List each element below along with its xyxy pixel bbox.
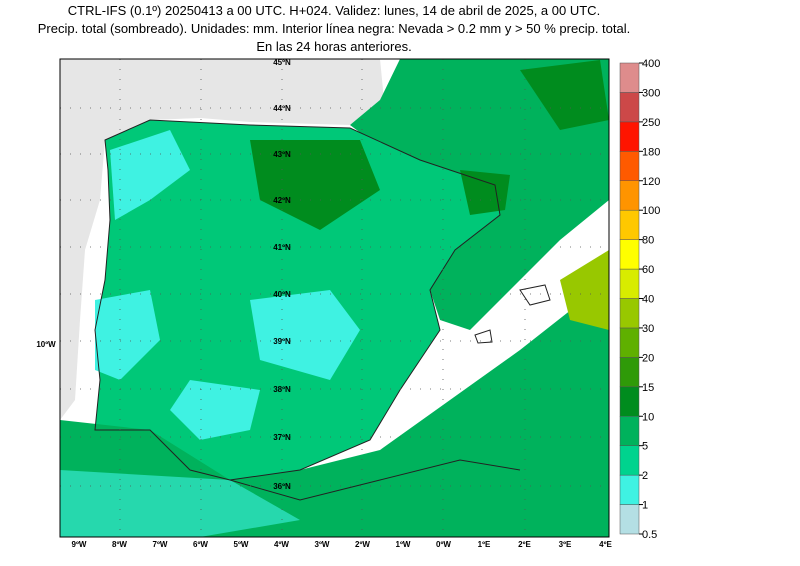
lon-label: 4ºW <box>274 540 289 549</box>
colorbar-segment <box>619 416 640 446</box>
lat-label: 43ºN <box>273 150 291 159</box>
colorbar-label: 30 <box>642 323 654 335</box>
colorbar-label: 40 <box>642 294 654 306</box>
colorbar-segment <box>619 357 640 388</box>
title-line: En las 24 horas anteriores. <box>256 39 411 54</box>
map <box>60 59 609 537</box>
colorbar: 0.5 1 2 5 10 15 20 30 40 60 80 100 120 180 250 300 400 <box>619 58 660 541</box>
colorbar-segment <box>619 239 640 270</box>
lat-label: 37ºN <box>273 433 291 442</box>
colorbar-segment <box>619 386 640 417</box>
title-line: CTRL-IFS (0.1º) 20250413 a 00 UTC. H+024… <box>68 3 600 18</box>
lon-label: 9ºW <box>72 540 87 549</box>
side-label: 10ºW <box>36 340 56 349</box>
lon-label: 0ºW <box>436 540 451 549</box>
lon-label: 1ºW <box>396 540 411 549</box>
map-frame <box>59 58 610 538</box>
colorbar-segment <box>619 445 640 476</box>
colorbar-label: 300 <box>642 87 660 99</box>
map-labels: 10ºW 45ºN 44ºN 43ºN 42ºN 41ºN 40ºN 39ºN 38ºN 37º… <box>36 58 612 549</box>
lat-label: 44ºN <box>273 104 291 113</box>
colorbar-segment <box>619 298 640 329</box>
lat-label: 40ºN <box>273 290 291 299</box>
title-line: Precip. total (sombreado). Unidades: mm.… <box>38 21 631 36</box>
lon-label: 6ºW <box>193 540 208 549</box>
colorbar-segment <box>619 327 640 358</box>
colorbar-label: 60 <box>642 264 654 276</box>
colorbar-label: 250 <box>642 117 660 129</box>
colorbar-segment <box>619 121 640 152</box>
colorbar-label: 0.5 <box>642 529 657 541</box>
lat-label: 42ºN <box>273 196 291 205</box>
header: CTRL-IFS (0.1º) 20250413 a 00 UTC. H+024… <box>38 3 631 54</box>
lon-label: 8ºW <box>112 540 127 549</box>
lat-label: 45ºN <box>273 58 291 67</box>
colorbar-label: 100 <box>642 205 660 217</box>
colorbar-label: 10 <box>642 411 654 423</box>
colorbar-label: 180 <box>642 146 660 158</box>
lon-label: 3ºW <box>315 540 330 549</box>
lon-label: 7ºW <box>153 540 168 549</box>
colorbar-label: 1 <box>642 500 648 512</box>
lon-label: 4ºE <box>599 540 612 549</box>
lon-label: 3ºE <box>559 540 572 549</box>
colorbar-segment <box>619 504 640 535</box>
colorbar-label: 15 <box>642 382 654 394</box>
colorbar-segment <box>619 268 640 299</box>
colorbar-label: 400 <box>642 58 660 70</box>
colorbar-label: 2 <box>642 470 648 482</box>
lon-label: 1ºE <box>478 540 491 549</box>
lat-label: 41ºN <box>273 243 291 252</box>
colorbar-segment <box>619 209 640 240</box>
lon-label: 2ºW <box>355 540 370 549</box>
lat-label: 36ºN <box>273 482 291 491</box>
colorbar-label: 20 <box>642 352 654 364</box>
colorbar-segment <box>619 92 640 123</box>
lon-label: 2ºE <box>518 540 531 549</box>
colorbar-segment <box>619 180 640 211</box>
colorbar-segment <box>619 474 640 505</box>
colorbar-segment <box>619 62 640 93</box>
lat-label: 38ºN <box>273 385 291 394</box>
colorbar-label: 5 <box>642 441 648 453</box>
colorbar-segment <box>619 151 640 181</box>
lat-label: 39ºN <box>273 337 291 346</box>
colorbar-label: 80 <box>642 235 654 247</box>
colorbar-label: 120 <box>642 176 660 188</box>
lon-label: 5ºW <box>234 540 249 549</box>
